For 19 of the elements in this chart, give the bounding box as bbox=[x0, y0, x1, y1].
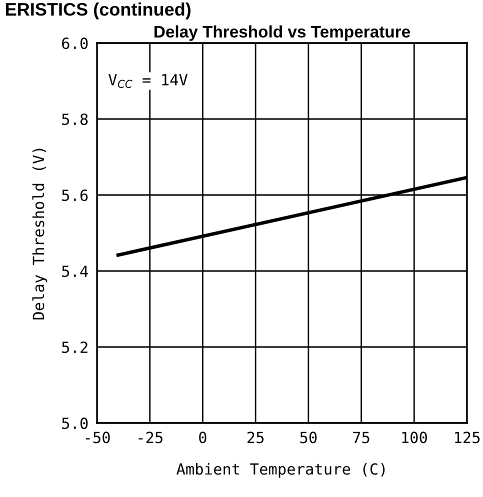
x-tick-label: 25 bbox=[248, 432, 264, 444]
y-tick-label: 5.0 bbox=[62, 418, 88, 430]
x-tick-label: 50 bbox=[300, 432, 317, 444]
y-tick-label: 5.4 bbox=[62, 266, 88, 278]
y-axis-title: Delay Threshold (V) bbox=[32, 148, 48, 320]
x-tick-label: 125 bbox=[455, 432, 480, 444]
y-tick-label: 5.6 bbox=[62, 190, 88, 202]
x-tick-label: 100 bbox=[402, 432, 427, 444]
x-axis-title: Ambient Temperature (C) bbox=[176, 462, 385, 478]
y-tick-label: 5.2 bbox=[62, 342, 88, 354]
x-tick-label: 0 bbox=[199, 432, 206, 444]
chart-title: Delay Threshold vs Temperature bbox=[154, 25, 410, 41]
annotation: V$_{CC}$ = 14V bbox=[108, 74, 188, 88]
y-tick-label: 6.0 bbox=[62, 38, 88, 50]
x-tick-label: -50 bbox=[86, 432, 110, 444]
x-tick-label: 75 bbox=[353, 432, 370, 444]
text: ERISTICS (continued) bbox=[6, 2, 190, 20]
x-tick-label: -25 bbox=[138, 432, 162, 444]
y-tick-label: 5.8 bbox=[62, 114, 88, 126]
